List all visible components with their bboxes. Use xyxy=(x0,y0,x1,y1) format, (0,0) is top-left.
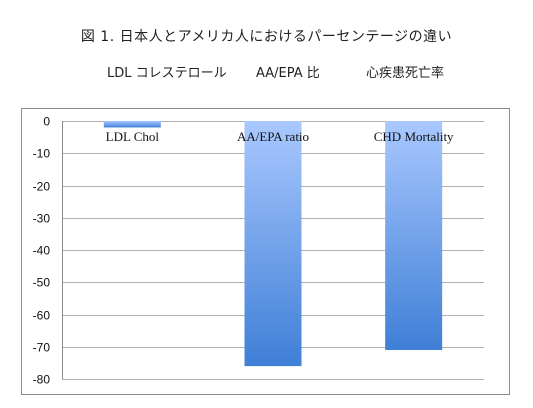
y-tick-label: -30 xyxy=(33,212,51,226)
subtitle-item-aa-epa: AA/EPA 比 xyxy=(256,66,320,81)
subtitle-item-chd: 心疾患死亡率 xyxy=(366,66,445,81)
figure-subtitle: LDL コレステロール AA/EPA 比 心疾患死亡率 xyxy=(0,62,533,82)
y-axis-ticks: 0 -10 -20 -30 -40 -50 -60 -70 -80 xyxy=(33,115,51,387)
bars xyxy=(103,121,443,367)
y-tick-label: -70 xyxy=(33,341,51,355)
y-tick-label: -40 xyxy=(33,244,51,258)
subtitle-item-ldl: LDL コレステロール xyxy=(107,66,227,81)
category-label: AA/EPA ratio xyxy=(237,129,309,144)
y-tick-label: -80 xyxy=(33,373,51,387)
y-tick-label: -20 xyxy=(33,180,51,194)
y-tick-label: -10 xyxy=(33,147,51,161)
bar-chd-mortality xyxy=(385,121,443,350)
category-label: LDL Chol xyxy=(106,129,160,144)
category-label: CHD Mortality xyxy=(374,129,454,144)
figure-title: 図 1. 日本人とアメリカ人におけるパーセンテージの違い xyxy=(80,29,453,45)
y-tick-label: 0 xyxy=(43,115,50,129)
category-labels: LDL Chol AA/EPA ratio CHD Mortality xyxy=(106,129,454,144)
y-tick-label: -50 xyxy=(33,276,51,290)
y-tick-label: -60 xyxy=(33,309,51,323)
bar-aa-epa-ratio xyxy=(244,121,302,367)
bar-ldl-chol xyxy=(103,121,161,128)
